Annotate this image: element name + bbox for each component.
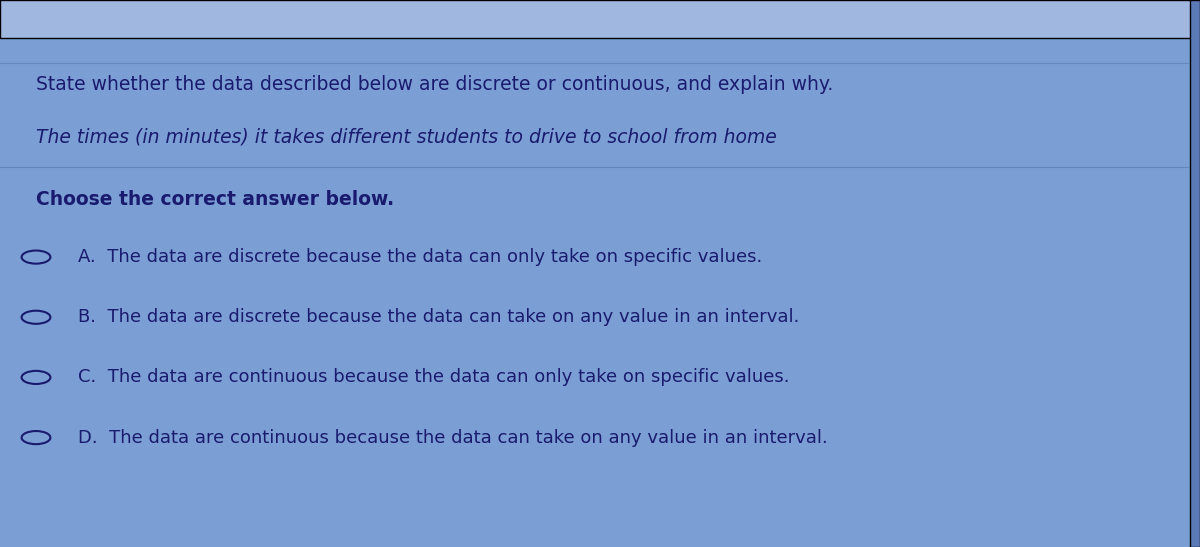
Text: A.  The data are discrete because the data can only take on specific values.: A. The data are discrete because the dat…	[78, 248, 762, 266]
FancyBboxPatch shape	[1190, 0, 1200, 547]
FancyBboxPatch shape	[0, 0, 1200, 38]
Text: The times (in minutes) it takes different students to drive to school from home: The times (in minutes) it takes differen…	[36, 127, 776, 146]
Text: State whether the data described below are discrete or continuous, and explain w: State whether the data described below a…	[36, 75, 833, 94]
Text: D.  The data are continuous because the data can take on any value in an interva: D. The data are continuous because the d…	[78, 429, 828, 446]
Text: C.  The data are continuous because the data can only take on specific values.: C. The data are continuous because the d…	[78, 369, 790, 386]
Text: B.  The data are discrete because the data can take on any value in an interval.: B. The data are discrete because the dat…	[78, 309, 799, 326]
Text: Choose the correct answer below.: Choose the correct answer below.	[36, 190, 394, 209]
